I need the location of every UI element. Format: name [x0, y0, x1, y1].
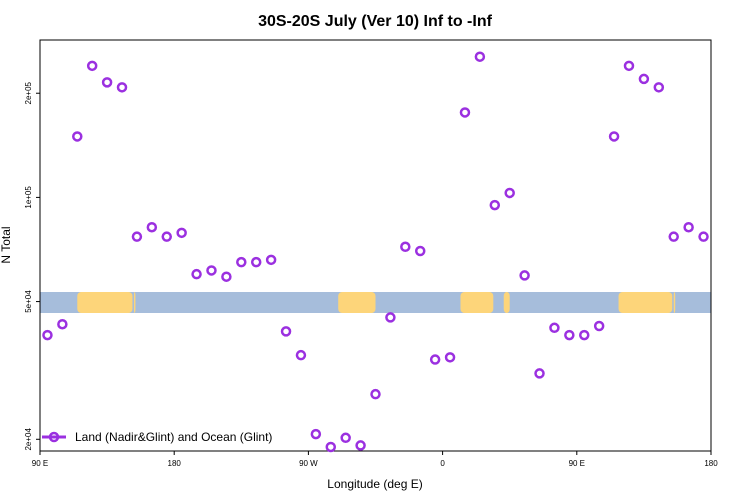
data-point: [146, 221, 158, 233]
y-tick-label: 1e+05: [24, 186, 33, 209]
data-point: [72, 131, 83, 142]
data-point: [101, 77, 113, 88]
land-madagascar: [503, 292, 510, 313]
data-point: [459, 107, 471, 118]
data-point: [161, 231, 172, 242]
data-point: [608, 131, 620, 142]
x-tick-label: 180: [168, 459, 182, 468]
data-point: [86, 60, 98, 72]
data-point: [429, 354, 441, 365]
data-point: [474, 51, 486, 62]
x-tick-label: 180: [704, 459, 718, 468]
land-australia-repeat: [618, 292, 673, 313]
data-point: [310, 428, 322, 440]
land-africa: [460, 292, 494, 313]
y-tick-label: 2e+05: [24, 81, 33, 104]
data-point: [668, 231, 679, 242]
x-tick-label: 90 E: [569, 459, 585, 468]
land-islet-east: [133, 292, 136, 313]
y-tick-label: 2e+04: [24, 427, 33, 450]
data-point: [191, 268, 202, 280]
data-point: [385, 312, 396, 323]
data-point: [579, 329, 590, 341]
data-points: [42, 51, 709, 453]
x-tick-label: 90 E: [32, 459, 48, 468]
data-point: [280, 326, 292, 337]
y-axis-label: N Total: [0, 226, 13, 263]
land-australia: [77, 292, 133, 313]
data-point: [176, 227, 187, 239]
land-south-america: [338, 292, 376, 313]
data-point: [623, 60, 635, 72]
data-point: [519, 270, 530, 281]
data-point: [340, 432, 351, 444]
land-islet-east-repeat: [673, 292, 676, 313]
plot-frame: [39, 39, 712, 452]
data-point: [325, 441, 337, 453]
data-point: [370, 388, 381, 400]
data-point: [534, 368, 545, 379]
data-point: [295, 349, 307, 361]
legend: Land (Nadir&Glint) and Ocean (Glint): [42, 430, 272, 444]
legend-label: Land (Nadir&Glint) and Ocean (Glint): [75, 430, 272, 444]
legend-marker-swatch: [48, 431, 60, 443]
chart-title: 30S-20S July (Ver 10) Inf to -Inf: [258, 13, 493, 30]
data-point: [564, 329, 575, 341]
data-point: [131, 231, 143, 242]
x-tick-label: 90 W: [299, 459, 318, 468]
data-point: [400, 241, 411, 253]
data-point: [504, 187, 515, 199]
data-point: [653, 82, 665, 93]
data-point: [236, 256, 247, 268]
data-point: [414, 245, 426, 257]
data-point: [444, 352, 456, 363]
data-point: [57, 318, 68, 330]
data-point: [250, 256, 262, 268]
data-point: [683, 221, 694, 233]
data-point: [116, 82, 128, 93]
data-point: [221, 271, 232, 282]
world-map-strip: [40, 292, 711, 313]
x-axis: 90 E 180 90 W 0 90 E 180: [32, 451, 718, 468]
y-axis: 2e+04 5e+04 1e+05 2e+05: [24, 81, 40, 451]
data-point: [638, 73, 650, 85]
data-point: [265, 254, 277, 266]
data-point: [489, 199, 501, 211]
data-point: [42, 329, 53, 341]
data-point: [355, 440, 366, 451]
data-point: [549, 322, 560, 334]
data-point: [593, 320, 605, 332]
y-tick-label: 5e+04: [24, 290, 33, 313]
data-point: [698, 231, 709, 242]
x-tick-label: 0: [440, 459, 445, 468]
data-point: [206, 265, 217, 276]
x-axis-label: Longitude (deg E): [327, 477, 422, 491]
